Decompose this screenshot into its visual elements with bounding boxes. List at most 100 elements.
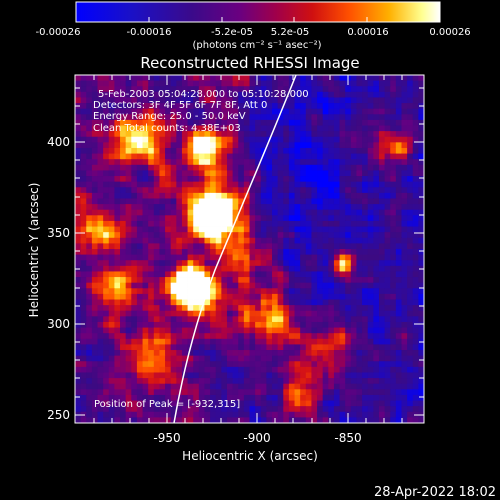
heatmap-cell — [243, 237, 250, 244]
heatmap-cell — [266, 277, 273, 284]
heatmap-cell — [103, 411, 110, 418]
heatmap-cell — [272, 338, 279, 345]
heatmap-cell — [131, 86, 138, 93]
heatmap-cell — [232, 215, 239, 222]
heatmap-cell — [181, 119, 188, 126]
heatmap-cell — [238, 164, 245, 171]
heatmap-cell — [103, 198, 110, 205]
heatmap-cell — [288, 97, 295, 104]
heatmap-cell — [97, 198, 104, 205]
heatmap-cell — [407, 394, 414, 401]
heatmap-cell — [339, 86, 346, 93]
heatmap-cell — [153, 192, 160, 199]
heatmap-cell — [226, 288, 234, 295]
heatmap-cell — [378, 383, 385, 390]
heatmap-cell — [86, 282, 93, 289]
heatmap-cell — [339, 394, 346, 401]
heatmap-cell — [367, 333, 374, 340]
heatmap-cell — [97, 192, 104, 199]
heatmap-cell — [136, 338, 143, 345]
heatmap-cell — [131, 119, 138, 126]
heatmap-cell — [277, 232, 284, 239]
heatmap-cell — [120, 411, 127, 418]
heatmap-cell — [80, 147, 87, 154]
heatmap-cell — [221, 372, 228, 379]
heatmap-cell — [407, 108, 414, 115]
heatmap-cell — [243, 147, 250, 154]
heatmap-cell — [266, 316, 273, 323]
heatmap-cell — [75, 366, 82, 373]
heatmap-cell — [148, 153, 155, 160]
heatmap-cell — [294, 293, 301, 300]
heatmap-cell — [283, 366, 290, 373]
heatmap-cell — [317, 316, 324, 323]
heatmap-cell — [170, 108, 177, 115]
heatmap-cell — [283, 119, 290, 126]
axis-ticks — [75, 75, 424, 423]
heatmap-cell — [317, 265, 324, 272]
heatmap-cell — [148, 282, 155, 289]
heatmap-cell — [187, 119, 194, 126]
heatmap-cell — [91, 299, 98, 306]
heatmap-cell — [142, 232, 149, 239]
heatmap-cell — [305, 271, 312, 278]
heatmap-cell — [103, 170, 110, 177]
heatmap-cell — [328, 243, 335, 250]
heatmap-cell — [401, 209, 408, 216]
heatmap-cell — [204, 361, 211, 368]
heatmap-cell — [390, 338, 397, 345]
heatmap-cell — [187, 91, 194, 98]
heatmap-cell — [311, 344, 318, 351]
heatmap-cell — [272, 243, 279, 250]
heatmap-cell — [418, 260, 424, 267]
heatmap-cell — [288, 355, 295, 362]
heatmap-cell — [131, 316, 138, 323]
heatmap-cell — [187, 181, 194, 188]
heatmap-cell — [401, 316, 408, 323]
heatmap-cell — [356, 119, 363, 126]
heatmap-cell — [317, 237, 324, 244]
heatmap-cell — [131, 265, 138, 272]
heatmap-cell — [283, 400, 290, 407]
heatmap-cell — [311, 310, 318, 317]
heatmap-cell — [193, 355, 200, 362]
heatmap-cell — [198, 411, 205, 418]
heatmap-cell — [221, 277, 228, 284]
heatmap-cell — [418, 271, 424, 278]
heatmap-cell — [328, 153, 335, 160]
heatmap-cell — [322, 293, 329, 300]
heatmap-cell — [418, 187, 424, 194]
heatmap-cell — [407, 114, 414, 121]
heatmap-cell — [91, 114, 98, 121]
heatmap-cell — [204, 131, 211, 138]
heatmap-cell — [395, 338, 402, 345]
heatmap-cell — [300, 293, 307, 300]
heatmap-cell — [153, 321, 160, 328]
heatmap-cell — [322, 372, 329, 379]
heatmap-cell — [328, 260, 335, 267]
heatmap-cell — [210, 305, 217, 312]
heatmap-cell — [288, 293, 295, 300]
heatmap-cell — [339, 293, 346, 300]
heatmap-cell — [136, 254, 143, 261]
heatmap-cell — [136, 327, 143, 334]
heatmap-cell — [238, 293, 245, 300]
heatmap-cell — [255, 86, 262, 93]
heatmap-cell — [204, 164, 211, 171]
heatmap-cell — [86, 164, 93, 171]
heatmap-cell — [407, 355, 414, 362]
heatmap-cell — [367, 176, 374, 183]
heatmap-cell — [373, 131, 380, 138]
heatmap-cell — [136, 75, 143, 82]
heatmap-cell — [198, 97, 205, 104]
heatmap-cell — [198, 249, 205, 256]
heatmap-cell — [165, 237, 172, 244]
heatmap-cell — [384, 355, 391, 362]
heatmap-cell — [120, 181, 127, 188]
heatmap-cell — [103, 355, 110, 362]
heatmap-cell — [193, 249, 200, 256]
heatmap-cell — [204, 80, 211, 87]
heatmap-cell — [153, 417, 160, 423]
heatmap-cell — [125, 394, 132, 401]
heatmap-cell — [80, 372, 87, 379]
